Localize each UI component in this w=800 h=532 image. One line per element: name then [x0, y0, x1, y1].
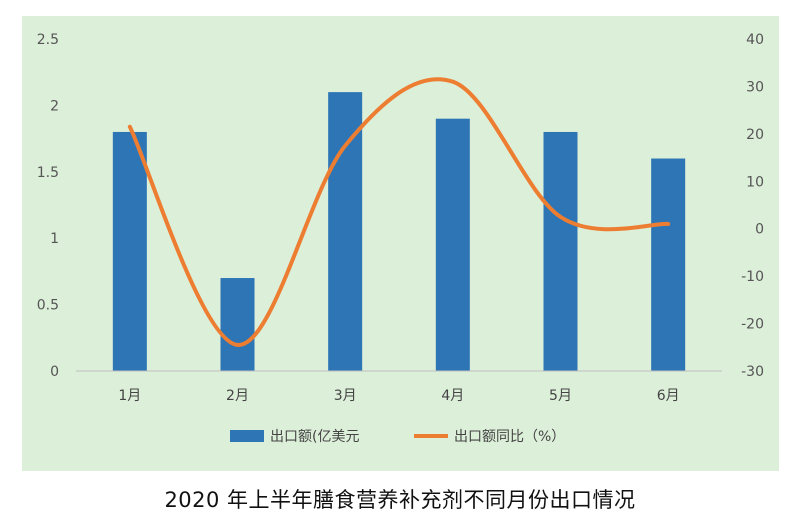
right-tick-label: 20: [746, 127, 764, 143]
bar-4月: [435, 118, 470, 372]
legend-swatch-bar: [230, 430, 264, 442]
category-label: 1月: [118, 388, 141, 404]
left-tick-label: 1: [50, 231, 59, 247]
chart-title: 2020 年上半年膳食营养补充剂不同月份出口情况: [164, 488, 636, 512]
right-tick-label: -20: [741, 317, 764, 333]
category-label: 3月: [334, 388, 357, 404]
left-tick-label: 2: [50, 98, 59, 114]
bar-1月: [112, 131, 147, 371]
left-tick-label: 1.5: [37, 165, 59, 181]
left-axis-ticks: 0 0.5 1 1.5 2 2.5: [37, 32, 59, 380]
bar-6月: [651, 158, 686, 371]
legend-label-line: 出口额同比（%）: [454, 429, 565, 445]
right-tick-label: 30: [746, 79, 764, 95]
category-label: 2月: [226, 388, 249, 404]
right-tick-label: 10: [746, 174, 764, 190]
category-label: 4月: [441, 388, 464, 404]
legend: 出口额(亿美元 出口额同比（%）: [230, 429, 565, 445]
category-label: 5月: [549, 388, 572, 404]
right-tick-label: -10: [741, 269, 764, 285]
bars: [112, 92, 686, 372]
left-tick-label: 0: [50, 364, 59, 380]
right-tick-label: 0: [755, 222, 764, 238]
category-label: 6月: [657, 388, 680, 404]
series-line-yoy: [127, 77, 671, 347]
bar-3月: [328, 92, 363, 372]
left-tick-label: 0.5: [37, 298, 59, 314]
right-tick-label: -30: [741, 364, 764, 380]
chart-panel: 0 0.5 1 1.5 2 2.5 -30 -20 -10 0 10 20 30 40 1月 2月 3月 4月…: [22, 16, 779, 471]
left-tick-label: 2.5: [37, 32, 59, 48]
right-tick-label: 40: [746, 32, 764, 48]
bar-5月: [543, 131, 578, 371]
right-axis-ticks: -30 -20 -10 0 10 20 30 40: [741, 32, 764, 380]
bar-2月: [220, 278, 255, 371]
chart-svg: 0 0.5 1 1.5 2 2.5 -30 -20 -10 0 10 20 30 40 1月 2月 3月 4月…: [37, 32, 764, 445]
legend-label-bar: 出口额(亿美元: [270, 429, 359, 445]
category-labels: 1月 2月 3月 4月 5月 6月: [118, 388, 679, 404]
